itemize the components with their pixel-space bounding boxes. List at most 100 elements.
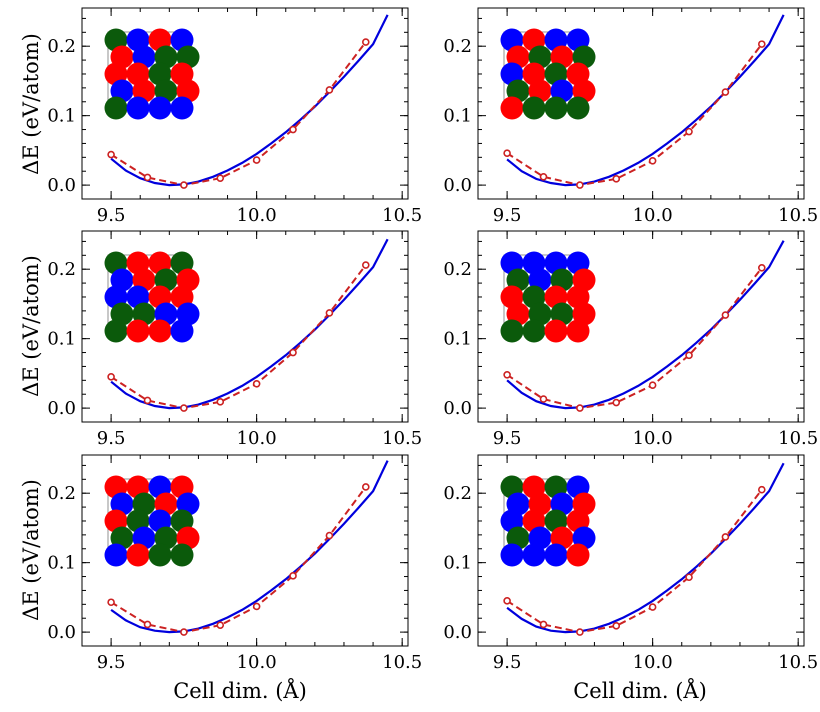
y-axis-label-middle: ΔE (eV/atom) [19,255,43,397]
fit-curve [506,14,785,187]
x-tick-label: 10.0 [237,652,277,673]
data-point [757,264,766,272]
data-point [325,531,334,540]
x-tick-label: 9.5 [97,652,126,673]
data-point [503,149,511,157]
data-point [576,181,584,189]
dft-curve [506,267,763,410]
chart-panel-3: 9.5 10.0 10.5 0.0 0.1 0.2 [47,230,422,449]
fit-curve [506,462,785,634]
data-point [143,173,152,182]
plot-frame [477,230,805,423]
atom-blue [104,543,128,567]
x-tick-label: 9.5 [493,205,522,226]
x-tick-label: 10.5 [778,652,818,673]
atom-green [104,319,128,343]
data-point [216,621,225,629]
data-point [107,598,115,607]
data-point [289,572,297,580]
x-tick-label: 10.5 [382,205,422,226]
x-tick-label: 10.0 [633,652,673,673]
data-point [612,622,621,630]
chart-panel-5: 9.5 10.0 10.5 0.0 0.1 0.2 [47,454,422,673]
dft-curve [506,489,763,634]
fit-curve [506,240,785,410]
inset-structure [104,251,200,343]
data-point [289,348,297,357]
x-tick-label: 9.5 [493,428,522,449]
y-tick-label: 0.1 [443,106,472,127]
y-tick-label: 0.0 [443,175,472,196]
panels: 9.5 10.0 10.5 0.0 0.1 0.2 9.5 10.0 10.5 0.0 0.1 0.2… [47,7,818,673]
plot-frame [477,7,805,200]
atom-green [170,543,194,567]
data-point [612,398,621,407]
y-tick-label: 0.0 [443,622,472,643]
atom-red [566,543,590,567]
data-point [721,311,730,319]
x-axis-label-left: Cell dim. (Å) [173,678,307,703]
data-point [180,404,188,412]
atom-blue [170,319,194,343]
plot-frame [81,230,409,423]
x-tick-label: 10.5 [382,428,422,449]
atom-green [522,96,546,120]
atom-red [126,543,150,567]
data-point [503,597,511,605]
y-tick-label: 0.1 [443,553,472,574]
data-point [143,396,152,405]
data-point [612,175,621,183]
data-point [252,156,261,164]
y-tick-label: 0.1 [443,329,472,350]
y-tick-label: 0.0 [47,622,76,643]
data-point [180,628,188,636]
atom-blue [500,543,524,567]
data-point [539,620,548,629]
x-tick-label: 10.0 [237,428,277,449]
x-tick-label: 10.5 [382,652,422,673]
inset-structure [500,475,596,567]
atom-red [566,319,590,343]
atom-blue [544,543,568,567]
atom-green [522,319,546,343]
data-point [180,181,188,189]
atom-green [544,96,568,120]
inset-structure [104,28,200,120]
y-tick-label: 0.2 [443,36,472,57]
dft-curve [506,43,763,187]
fit-curve [110,238,389,410]
data-point [361,483,370,491]
data-point [721,533,730,541]
x-tick-label: 9.5 [493,652,522,673]
dft-curve [110,264,367,410]
y-tick-label: 0.0 [47,398,76,419]
chart-panel-4: 9.5 10.0 10.5 0.0 0.1 0.2 [443,230,818,449]
data-point [325,309,334,317]
data-point [685,573,693,582]
data-point [685,127,693,136]
x-tick-label: 10.0 [633,428,673,449]
y-tick-label: 0.2 [443,483,472,504]
data-point [216,174,225,182]
inset-structure [500,251,596,343]
data-point [107,373,115,381]
data-point [539,395,548,403]
data-point [648,381,657,389]
x-tick-label: 10.0 [237,205,277,226]
y-tick-label: 0.0 [443,398,472,419]
data-point [252,602,261,611]
inset-structure [104,475,200,567]
chart-panel-6: 9.5 10.0 10.5 0.0 0.1 0.2 [443,454,818,673]
data-point [539,172,548,181]
dft-curve [110,486,367,634]
data-point [757,485,766,494]
plot-frame [81,454,409,647]
data-point [576,404,584,412]
y-tick-label: 0.2 [443,259,472,280]
atom-green [500,319,524,343]
plot-frame [81,7,409,200]
x-tick-label: 9.5 [97,205,126,226]
data-point [361,38,370,46]
atom-green [104,96,128,120]
